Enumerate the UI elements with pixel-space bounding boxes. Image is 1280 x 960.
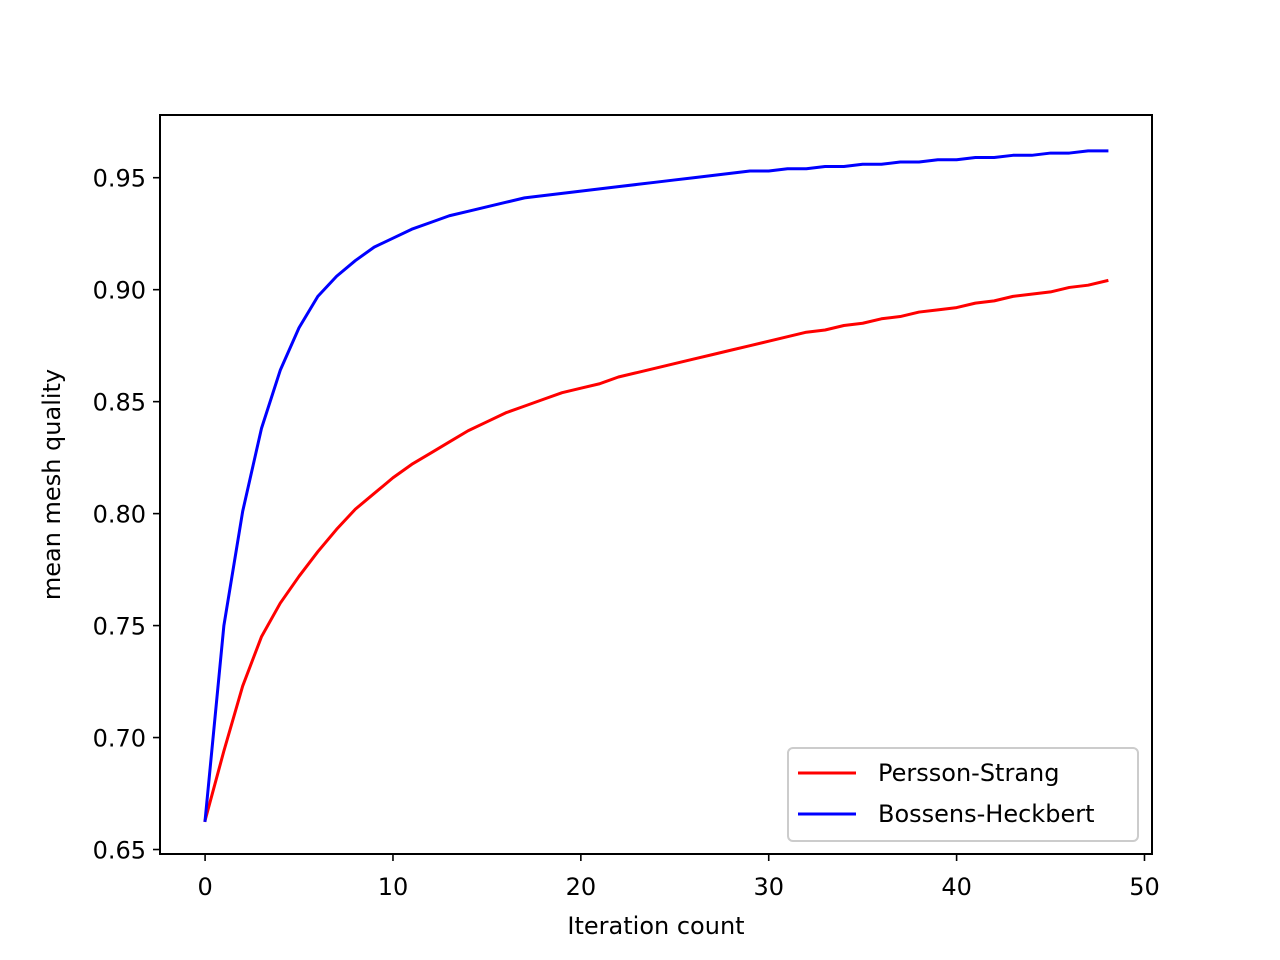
y-tick-label: 0.75 [93,613,146,641]
series-line-1 [203,278,1109,823]
x-tick-label: 30 [753,873,784,901]
y-tick-label: 0.70 [93,725,146,753]
legend-label: Bossens-Heckbert [878,800,1094,828]
x-tick-label: 10 [378,873,409,901]
series-line-2 [203,149,1109,823]
y-tick-label: 0.65 [93,837,146,865]
plot-area [203,149,1109,823]
y-tick-label: 0.90 [93,277,146,305]
axes-frame [159,114,1153,855]
legend-box [787,747,1139,842]
x-tick-label: 20 [566,873,597,901]
y-tick-label: 0.95 [93,165,146,193]
legend: Persson-Strang Bossens-Heckbert [787,747,1139,842]
x-tick-label: 0 [197,873,212,901]
x-tick-label: 40 [941,873,972,901]
x-axis: 0 10 20 30 40 50 [197,854,1160,901]
y-axis: 0.65 0.70 0.75 0.80 0.85 0.90 0.95 [93,165,160,865]
x-axis-title: Iteration count [567,912,744,940]
y-axis-title: mean mesh quality [38,369,66,600]
x-tick-label: 50 [1129,873,1160,901]
legend-label: Persson-Strang [878,759,1059,787]
y-tick-label: 0.80 [93,501,146,529]
y-tick-label: 0.85 [93,389,146,417]
